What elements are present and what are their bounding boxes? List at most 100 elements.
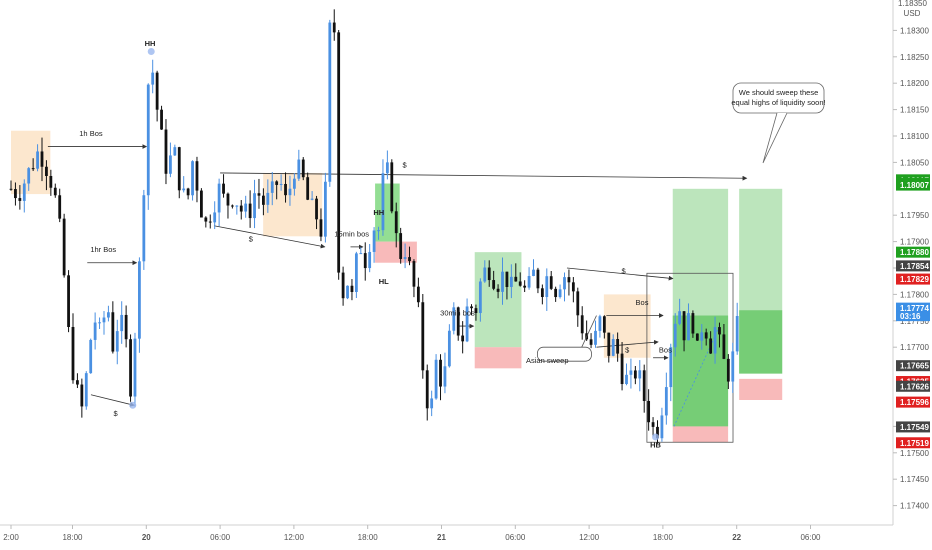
candle-body	[129, 339, 132, 397]
price-tick-label: 1.17800	[900, 290, 929, 299]
callout-line-2: equal highs of liquidity soon!	[731, 98, 825, 107]
candle-body	[664, 387, 668, 416]
time-axis[interactable]: 2:00 18:00 20 06:00 12:00 18:00 21 06:00 12:00 18…	[0, 524, 893, 542]
stop-zone-9	[672, 426, 729, 443]
candle-body	[346, 285, 349, 299]
annotation-label-0: HH	[145, 39, 156, 48]
candle-body	[22, 183, 26, 201]
candle-body	[297, 159, 301, 179]
candle-body	[682, 311, 686, 341]
annotation-label-7: 15min bos	[334, 229, 369, 238]
candle-body	[173, 147, 177, 156]
price-tick-label: 1.17400	[900, 502, 929, 511]
time-tick-label: 2:00	[3, 533, 19, 542]
annotation-label-12: $	[625, 345, 630, 354]
annotation-label-4: $	[403, 161, 408, 170]
time-tick-label: 12:00	[579, 533, 600, 542]
candle-body	[253, 193, 256, 219]
supply-zone-0	[11, 130, 51, 195]
candle-body	[669, 347, 673, 388]
time-tick-label: 06:00	[505, 533, 526, 542]
candle-body	[372, 230, 376, 252]
candle-body	[496, 288, 500, 292]
candle-body	[602, 316, 606, 333]
candle-body	[98, 322, 101, 324]
price-tag-label-12: 1.17519	[900, 439, 929, 448]
candle-body	[191, 161, 194, 196]
currency-label: USD	[904, 9, 921, 18]
candle-body	[461, 335, 465, 342]
time-tick-label: 12:00	[284, 533, 305, 542]
candle-body	[275, 181, 279, 185]
candle-body	[695, 333, 699, 341]
price-tick-label: 1.17500	[900, 449, 929, 458]
price-tag-label-2: 1.18007	[900, 181, 929, 190]
swing-point-marker-1	[129, 401, 137, 409]
price-tick-label: 1.18300	[900, 26, 929, 35]
time-tick-label: 18:00	[358, 533, 379, 542]
candle-body	[76, 380, 79, 385]
candle-body	[527, 275, 531, 288]
candle-body	[563, 277, 566, 290]
candle-body	[248, 203, 252, 219]
time-tick-label: 18:00	[653, 533, 674, 542]
structure-line-7	[566, 267, 674, 281]
candle-body	[142, 195, 146, 262]
candle-body	[704, 332, 708, 339]
candle-body	[80, 384, 84, 407]
candle-body	[53, 187, 57, 196]
candle-body	[40, 151, 44, 167]
candle-body	[14, 189, 17, 199]
candle-body	[576, 291, 580, 316]
annotation-label-3: $	[113, 409, 118, 418]
candle-body	[731, 351, 735, 382]
candle-body	[571, 282, 575, 292]
candle-body	[465, 306, 469, 342]
supply-zone-2	[603, 294, 651, 358]
candle-body	[120, 314, 124, 332]
candle-body	[425, 370, 429, 409]
candle-body	[49, 175, 53, 188]
candle-body	[341, 272, 345, 299]
candle-body	[138, 261, 141, 339]
price-axis[interactable]: USD 1.18350 1.174001.174501.175001.17550…	[892, 0, 930, 525]
candle-body	[443, 366, 447, 387]
price-tick-label: 1.18250	[900, 53, 929, 62]
annotation-label-5: $	[249, 235, 254, 244]
candle-body	[151, 72, 155, 85]
candle-body	[412, 261, 416, 287]
candle-body	[408, 257, 411, 262]
candle-body	[359, 253, 363, 255]
candle-body	[177, 147, 181, 191]
candle-body	[554, 288, 558, 298]
candle-body	[169, 155, 172, 174]
time-tick-label: 22	[732, 533, 741, 542]
candle-body	[735, 316, 739, 352]
candle-body	[67, 275, 70, 327]
candle-body	[718, 327, 721, 335]
price-tag-3	[896, 246, 930, 258]
candle-body	[301, 159, 305, 178]
price-tick-label: 1.18200	[900, 79, 929, 88]
candle-body	[208, 221, 212, 223]
candle-body	[589, 339, 593, 345]
annotation-label-6: HH	[373, 208, 384, 217]
candle-body	[231, 205, 234, 207]
annotation-label-9: 30min bos	[440, 309, 475, 318]
candle-body	[416, 286, 420, 303]
price-tag-4	[896, 260, 930, 272]
candle-body	[164, 129, 168, 174]
candle-body	[306, 177, 310, 200]
annotation-label-15: HB	[650, 441, 661, 450]
asian-sweep-pointer	[581, 315, 597, 348]
candle-body	[656, 426, 659, 439]
candle-body	[27, 168, 31, 184]
price-tag-label-3: 1.17880	[900, 248, 929, 257]
price-tag-label-10: 1.17596	[900, 398, 929, 407]
candle-body	[200, 190, 203, 218]
candle-body	[368, 251, 372, 269]
annotation-label-10: $	[621, 266, 626, 275]
price-tick-top: 1.18350	[898, 0, 927, 8]
candle-body	[470, 306, 473, 309]
